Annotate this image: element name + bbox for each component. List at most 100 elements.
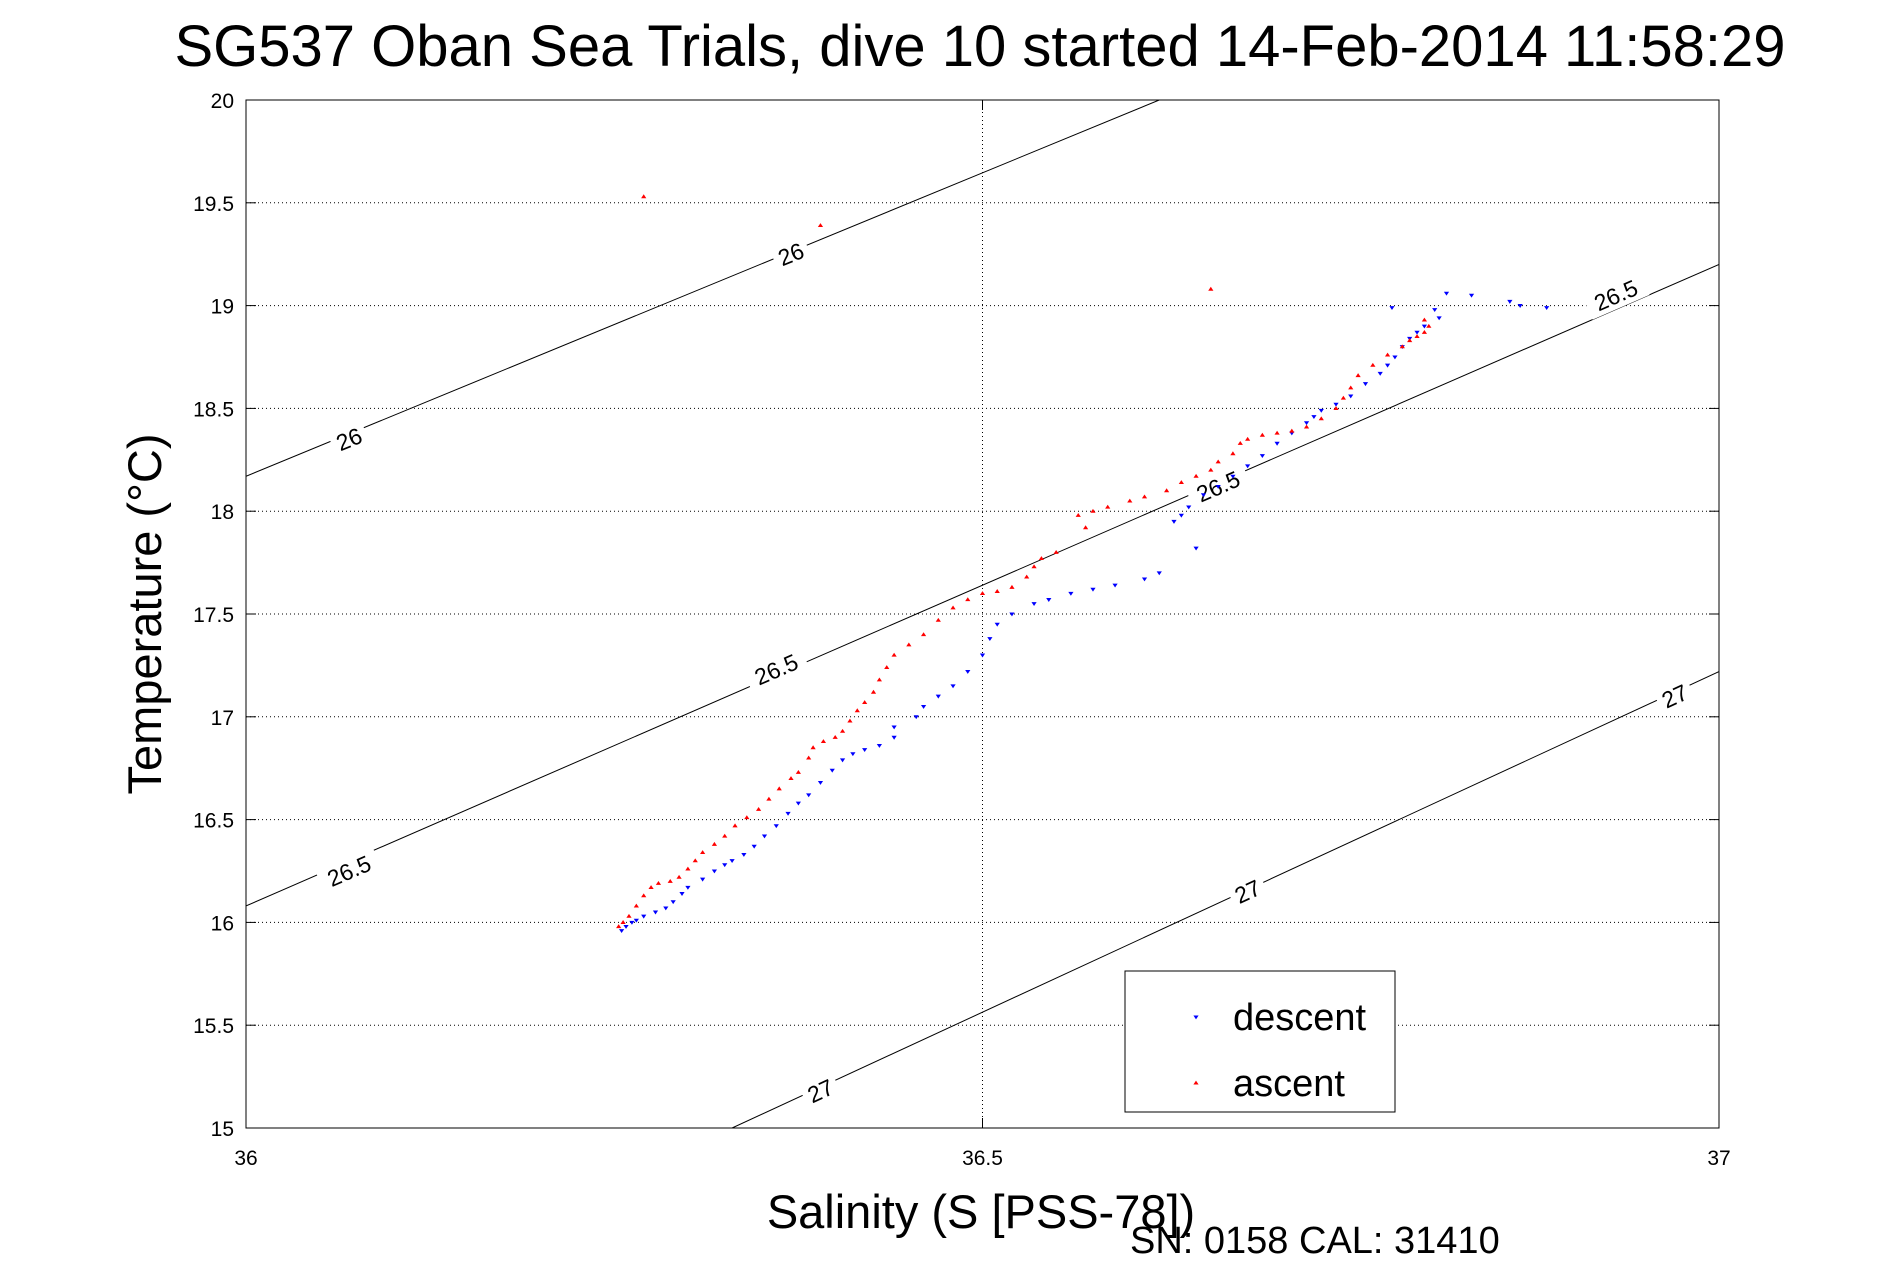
ascent-point-0	[616, 924, 622, 929]
series-ascent	[616, 194, 1432, 929]
ascent-point-9	[685, 866, 691, 871]
density-contour-26	[246, 100, 1160, 477]
ascent-point-56	[1230, 451, 1236, 456]
ascent-point-46	[1075, 512, 1081, 517]
descent-point-40	[1068, 591, 1074, 596]
descent-point-72	[1507, 299, 1513, 304]
ascent-point-3	[633, 903, 639, 908]
legend-marker-descent	[1193, 1015, 1199, 1020]
descent-point-10	[700, 877, 706, 882]
descent-point-23	[839, 758, 846, 763]
descent-point-12	[722, 863, 728, 868]
ascent-point-61	[1289, 428, 1295, 433]
ascent-point-5	[648, 885, 654, 890]
ascent-point-28	[862, 700, 868, 704]
y-axis-label: Temperature (°C)	[118, 434, 171, 795]
density-contour-label-bg	[315, 846, 383, 896]
descent-point-64	[1392, 355, 1398, 360]
density-contour-27	[731, 671, 1719, 1128]
ascent-point-57	[1237, 441, 1243, 445]
ascent-point-36	[950, 605, 956, 610]
ascent-point-37	[965, 597, 971, 602]
ascent-point-30	[876, 677, 882, 682]
descent-point-22	[829, 768, 835, 773]
descent-point-69	[1436, 316, 1442, 321]
ascent-point-29	[870, 689, 877, 694]
y-tick-label-6: 18	[211, 501, 234, 524]
legend-marker-ascent-shape	[1193, 1080, 1199, 1085]
ascent-point-76	[641, 194, 647, 199]
ascent-point-49	[1127, 498, 1133, 503]
ascent-point-64	[1333, 406, 1339, 410]
ascent-point-65	[1340, 395, 1346, 400]
ascent-point-25	[839, 728, 846, 733]
descent-point-0	[619, 929, 625, 933]
ascent-point-75	[1421, 317, 1427, 322]
descent-point-34	[979, 653, 986, 658]
density-contour-label-group-0-0: 26	[327, 420, 371, 459]
ascent-point-2	[626, 913, 632, 918]
ascent-point-7	[667, 878, 673, 883]
density-contour-label-bg	[1582, 271, 1650, 320]
descent-point-35	[987, 637, 993, 642]
ascent-point-6	[655, 880, 662, 885]
ascent-point-60	[1274, 430, 1280, 435]
ascent-point-51	[1164, 488, 1170, 493]
ascent-point-33	[906, 642, 912, 647]
ascent-point-19	[788, 776, 794, 781]
ascent-point-21	[806, 755, 812, 760]
ascent-point-74	[1426, 323, 1432, 328]
data-points	[616, 194, 1550, 933]
descent-point-70	[1443, 291, 1450, 296]
descent-point-9	[685, 885, 691, 890]
grid-lines	[246, 100, 1719, 1128]
ascent-point-71	[1407, 338, 1413, 343]
descent-point-51	[1230, 474, 1236, 479]
ascent-point-32	[891, 652, 897, 657]
ascent-point-24	[832, 735, 838, 739]
legend: descent ascent	[1124, 970, 1396, 1113]
descent-point-44	[1156, 571, 1162, 576]
descent-point-52	[1245, 464, 1251, 469]
ascent-point-10	[692, 858, 698, 863]
ascent-point-67	[1355, 373, 1361, 378]
descent-point-20	[806, 793, 812, 798]
ascent-point-70	[1399, 344, 1405, 349]
descent-point-30	[920, 704, 927, 709]
y-tick-label-3: 16.5	[193, 810, 234, 833]
density-contour-label-bg	[1653, 676, 1697, 716]
ascent-point-11	[700, 850, 706, 855]
y-tick-label-4: 17	[211, 707, 234, 730]
descent-point-26	[876, 744, 882, 748]
ascent-point-23	[820, 739, 827, 744]
density-contour-label-bg	[1225, 872, 1270, 911]
ascent-point-54	[1208, 467, 1214, 472]
ascent-point-48	[1105, 504, 1111, 509]
descent-point-58	[1318, 408, 1324, 413]
ascent-point-40	[1009, 584, 1015, 589]
descent-point-68	[1421, 324, 1427, 329]
descent-point-27	[891, 735, 897, 740]
legend-label-descent: descent	[1233, 997, 1367, 1039]
ascent-point-42	[1031, 564, 1037, 569]
descent-point-39	[1046, 598, 1052, 602]
descent-point-75	[1389, 306, 1395, 310]
y-tick-label-8: 19	[211, 296, 234, 319]
descent-point-28	[891, 725, 897, 730]
ascent-point-41	[1024, 574, 1030, 579]
descent-point-5	[652, 910, 659, 915]
ascent-point-58	[1245, 436, 1251, 441]
descent-point-7	[670, 900, 676, 905]
density-contour-label-bg	[327, 420, 371, 459]
descent-point-43	[1141, 577, 1148, 582]
y-tick-label-2: 16	[211, 912, 234, 935]
descent-point-76	[1432, 308, 1438, 313]
descent-point-60	[1348, 394, 1354, 399]
ascent-point-45	[1083, 525, 1089, 530]
legend-marker-ascent	[1193, 1080, 1199, 1085]
y-tick-label-7: 18.5	[193, 398, 234, 421]
descent-point-16	[761, 834, 768, 839]
ascent-point-14	[732, 823, 738, 828]
